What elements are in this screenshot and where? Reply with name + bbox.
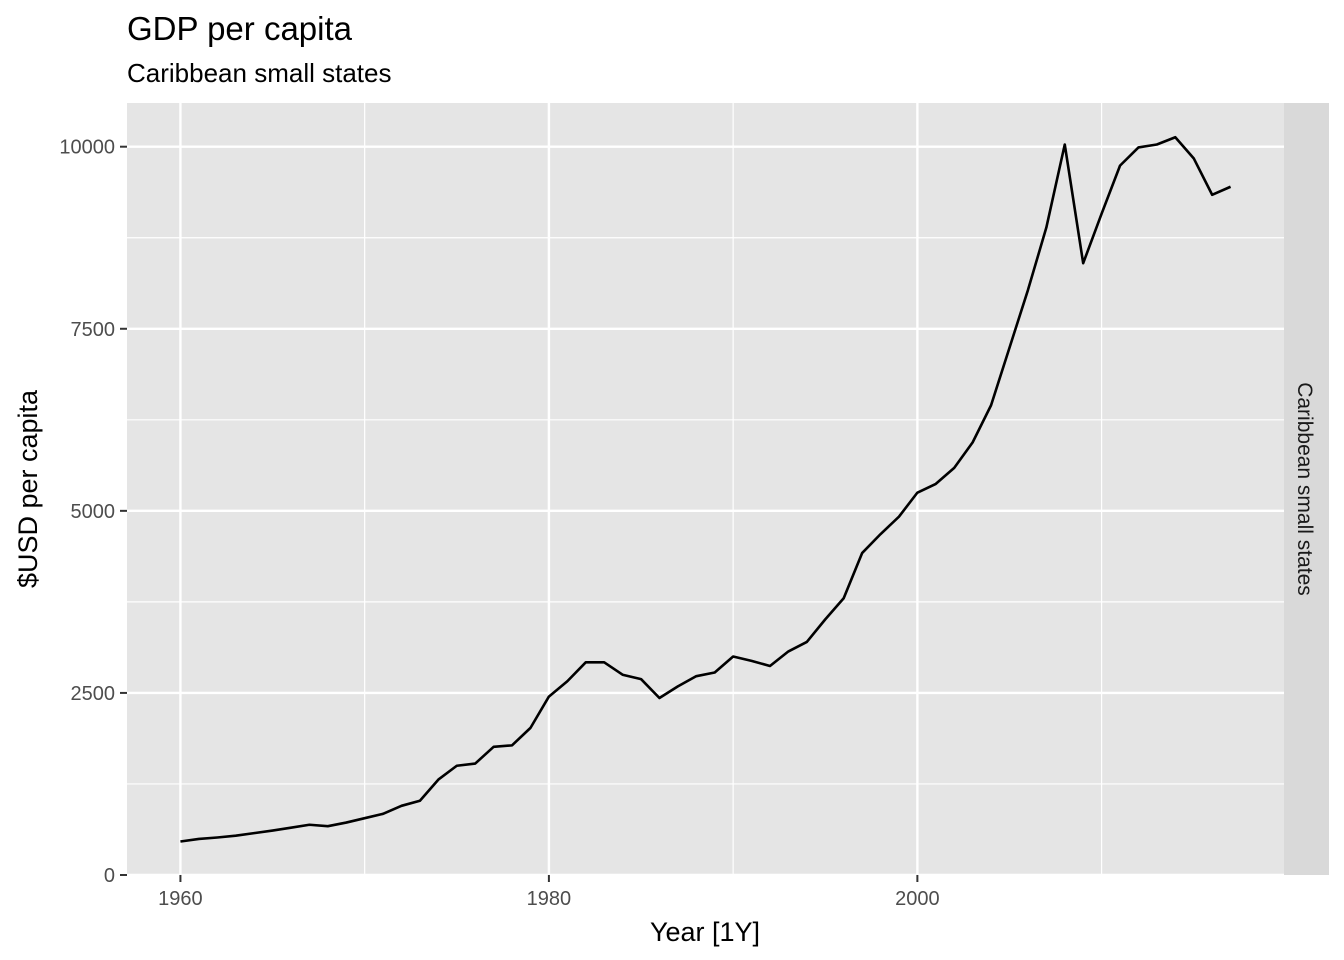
y-tick-label: 2500 — [71, 683, 116, 705]
x-tick-label: 1960 — [158, 888, 203, 910]
y-tick-label: 10000 — [59, 137, 115, 159]
series-layer — [180, 135, 1232, 843]
x-axis-title: Year [1Y] — [650, 917, 760, 947]
facet-strip-label: Caribbean small states — [1293, 382, 1316, 596]
chart-subtitle: Caribbean small states — [127, 58, 391, 88]
plot-panel — [127, 103, 1284, 875]
y-tick-label: 0 — [104, 865, 115, 887]
chart-title: GDP per capita — [127, 10, 353, 47]
x-tick-label: 1980 — [527, 888, 572, 910]
axes: 0 2500 5000 7500 10000 1960 1980 2000 — [59, 137, 939, 910]
y-axis-title: $USD per capita — [13, 389, 43, 588]
y-tick-label: 5000 — [71, 501, 116, 523]
facet-strip — [1284, 103, 1329, 875]
series-line — [180, 135, 1232, 843]
y-tick-label: 7500 — [71, 319, 116, 341]
grid-lines — [127, 103, 1284, 877]
x-tick-label: 2000 — [895, 888, 940, 910]
